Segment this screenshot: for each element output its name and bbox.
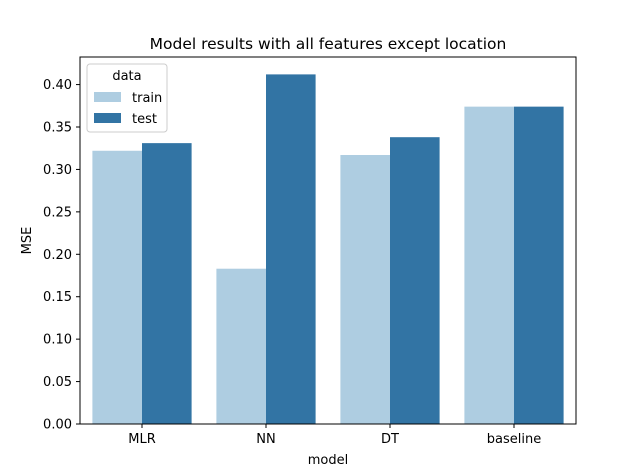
x-tick-label-mlr: MLR <box>128 432 156 447</box>
legend-swatch-test <box>94 113 121 123</box>
y-tick-label: 0.40 <box>43 78 72 93</box>
y-tick-label: 0.25 <box>43 205 72 220</box>
legend: data train test <box>86 63 168 133</box>
legend-label-test: test <box>132 112 157 127</box>
bar-train-dt <box>340 155 390 424</box>
bar-train-mlr <box>92 150 142 424</box>
bar-test-baseline <box>514 106 564 424</box>
bar-test-nn <box>266 74 316 424</box>
y-tick-label: 0.20 <box>43 248 72 263</box>
plot-area <box>92 74 564 424</box>
x-axis: MLR NN DT baseline <box>128 424 541 447</box>
bar-train-nn <box>216 268 266 424</box>
legend-swatch-train <box>94 92 121 102</box>
legend-title: data <box>112 69 141 84</box>
x-tick-label-baseline: baseline <box>487 432 541 447</box>
legend-label-train: train <box>132 91 162 106</box>
bar-test-dt <box>390 137 440 424</box>
bar-train-baseline <box>464 106 514 424</box>
x-tick-label-dt: DT <box>381 432 399 447</box>
x-tick-label-nn: NN <box>256 432 275 447</box>
chart-title: Model results with all features except l… <box>150 35 507 53</box>
axes-frame <box>79 56 577 425</box>
x-axis-label: model <box>308 453 348 468</box>
bar-test-mlr <box>142 143 192 424</box>
y-tick-label: 0.05 <box>43 375 72 390</box>
y-tick-label: 0.15 <box>43 290 72 305</box>
y-axis-label: MSE <box>20 227 35 255</box>
y-tick-label: 0.00 <box>43 418 72 433</box>
y-tick-label: 0.35 <box>43 121 72 136</box>
y-axis: 0.00 0.05 0.10 0.15 0.20 0.25 0.30 0.35 0.40 <box>43 78 80 433</box>
y-tick-label: 0.10 <box>43 333 72 348</box>
y-tick-label: 0.30 <box>43 163 72 178</box>
legend-items: train test <box>94 91 162 127</box>
